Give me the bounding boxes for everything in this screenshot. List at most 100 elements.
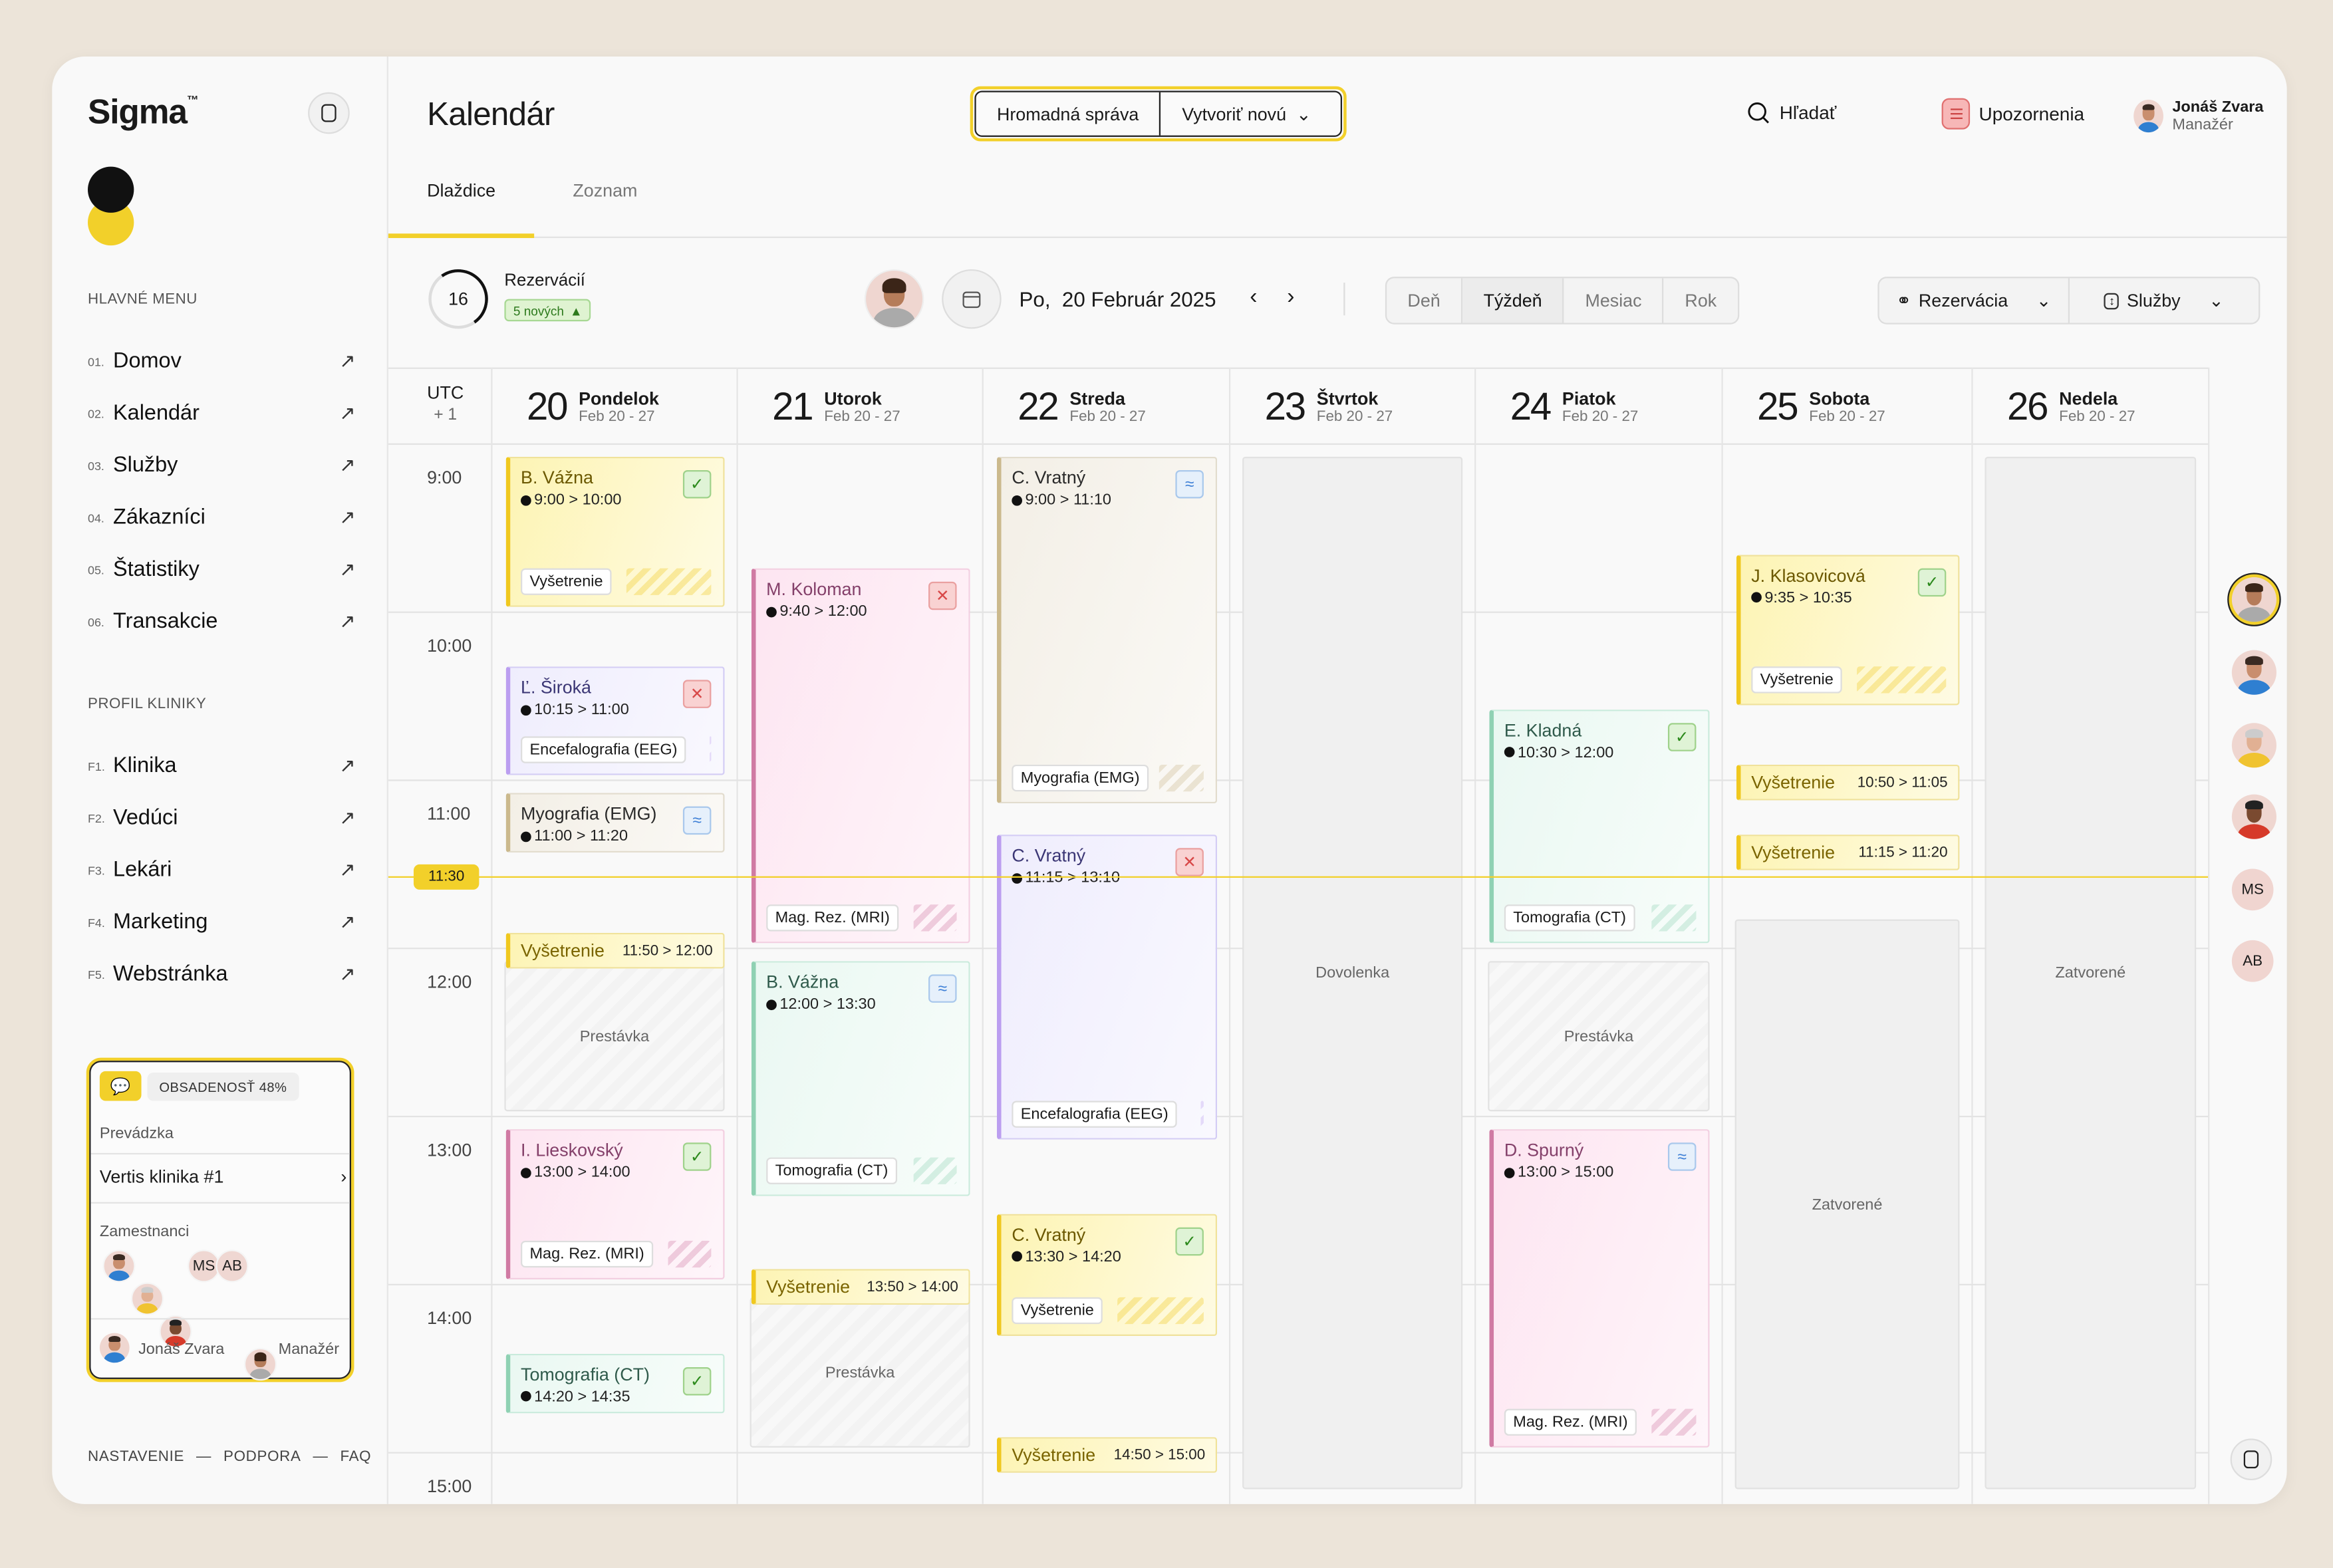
appointment-card[interactable]: Vyšetrenie 14:50 > 15:00: [996, 1437, 1218, 1474]
clock-icon: [521, 1167, 531, 1178]
staff-filter-avatar[interactable]: [2231, 577, 2276, 622]
appointment-card[interactable]: D. Spurný 13:00 > 15:00 ≈ Mag. Rez. (MRI): [1489, 1129, 1710, 1448]
staff-filter-avatar[interactable]: [2231, 650, 2276, 695]
status-cancelled-icon[interactable]: ✕: [1175, 848, 1204, 877]
view-day[interactable]: Deň: [1387, 278, 1463, 323]
day-header[interactable]: 22 Streda Feb 20 - 27: [1018, 368, 1146, 445]
status-pending-icon[interactable]: ≈: [928, 974, 957, 1003]
day-name: Utorok: [824, 387, 882, 409]
menu-item-webstránka[interactable]: F5. Webstránka ↗: [88, 958, 356, 991]
menu-item-vedúci[interactable]: F2. Vedúci ↗: [88, 802, 356, 835]
appointment-card[interactable]: B. Vážna 9:00 > 10:00 ✓ Vyšetrenie: [505, 456, 725, 607]
status-confirmed-icon[interactable]: ✓: [1667, 722, 1697, 751]
clock-icon: [1504, 1167, 1515, 1178]
create-new-button[interactable]: Vytvoriť novú ⌄: [1159, 92, 1332, 136]
menu-item-number: 03.: [87, 459, 104, 473]
appointment-card[interactable]: I. Lieskovský 13:00 > 14:00 ✓ Mag. Rez. (MR…: [505, 1129, 725, 1280]
appointment-card[interactable]: Vyšetrenie 10:50 > 11:05: [1736, 765, 1960, 801]
support-link[interactable]: PODPORA: [223, 1449, 301, 1466]
appointment-card[interactable]: Ľ. Široká 10:15 > 11:00 ✕ Encefalografia (E…: [505, 666, 725, 775]
hour-label: 13:00: [427, 1139, 472, 1161]
appointment-card[interactable]: M. Koloman 9:40 > 12:00 ✕ Mag. Rez. (MRI): [751, 569, 970, 944]
menu-item-klinika[interactable]: F1. Klinika ↗: [88, 750, 356, 783]
view-month[interactable]: Mesiac: [1564, 278, 1665, 323]
menu-item-služby[interactable]: 03. Služby ↗: [88, 450, 356, 482]
appointment-card[interactable]: B. Vážna 12:00 > 13:30 ≈ Tomografia (CT): [751, 961, 970, 1196]
menu-item-domov[interactable]: 01. Domov ↗: [88, 345, 356, 378]
staff-avatar-initials[interactable]: AB: [215, 1249, 249, 1283]
staff-filter-initials[interactable]: AB: [2231, 940, 2274, 982]
prev-week-button[interactable]: ‹: [1250, 284, 1258, 310]
location-select[interactable]: Vertis klinika #1 ›: [100, 1166, 346, 1187]
staff-avatar[interactable]: [102, 1249, 136, 1283]
day-header[interactable]: 24 Piatok Feb 20 - 27: [1510, 368, 1639, 445]
status-confirmed-icon[interactable]: ✓: [1917, 568, 1947, 596]
next-week-button[interactable]: ›: [1287, 284, 1295, 310]
service-tag: Mag. Rez. (MRI): [766, 904, 899, 932]
appointment-card[interactable]: C. Vratný 11:15 > 13:10 ✕ Encefalografia (E…: [996, 835, 1218, 1140]
status-pending-icon[interactable]: ≈: [1667, 1142, 1697, 1171]
menu-item-label: Marketing: [113, 910, 208, 934]
day-name: Streda: [1069, 387, 1125, 409]
appointment-card[interactable]: C. Vratný 9:00 > 11:10 ≈ Myografia (EMG): [996, 456, 1218, 803]
menu-item-štatistiky[interactable]: 05. Štatistiky ↗: [88, 553, 356, 586]
doctor-avatar[interactable]: [864, 269, 924, 329]
menu-item-zákazníci[interactable]: 04. Zákazníci ↗: [88, 501, 356, 534]
appointment-card[interactable]: Vyšetrenie 11:50 > 12:00: [505, 933, 725, 969]
status-cancelled-icon[interactable]: ✕: [682, 680, 712, 709]
menu-item-kalendár[interactable]: 02. Kalendár ↗: [88, 397, 356, 430]
appointment-card[interactable]: E. Kladná 10:30 > 12:00 ✓ Tomografia (CT): [1489, 709, 1710, 944]
staff-avatar[interactable]: [159, 1315, 192, 1348]
tab-list[interactable]: Zoznam: [573, 180, 638, 201]
chat-icon[interactable]: 💬: [99, 1071, 142, 1101]
services-filter-dropdown[interactable]: ↕ Služby ⌄: [2068, 278, 2259, 323]
view-week[interactable]: Týždeň: [1462, 278, 1565, 323]
menu-item-marketing[interactable]: F4. Marketing ↗: [88, 906, 356, 938]
staff-filter-avatar[interactable]: [2231, 723, 2276, 768]
day-header[interactable]: 20 Pondelok Feb 20 - 27: [527, 368, 659, 445]
day-header[interactable]: 26 Nedela Feb 20 - 27: [2007, 368, 2135, 445]
status-confirmed-icon[interactable]: ✓: [682, 1367, 712, 1395]
menu-item-lekári[interactable]: F3. Lekári ↗: [88, 854, 356, 886]
menu-item-number: F2.: [87, 811, 105, 825]
staff-filter-initials[interactable]: MS: [2231, 868, 2274, 911]
day-header[interactable]: 21 Utorok Feb 20 - 27: [772, 368, 900, 445]
status-confirmed-icon[interactable]: ✓: [682, 1142, 712, 1171]
date-picker-button[interactable]: [942, 269, 1002, 329]
appointment-card[interactable]: C. Vratný 13:30 > 14:20 ✓ Vyšetrenie: [996, 1213, 1218, 1336]
day-header[interactable]: 25 Sobota Feb 20 - 27: [1757, 368, 1885, 445]
search-button[interactable]: Hľadať: [1747, 101, 1836, 125]
appointment-card[interactable]: Myografia (EMG) 11:00 > 11:20 ≈: [505, 793, 725, 852]
staff-avatar[interactable]: [130, 1282, 164, 1315]
user-avatar: [2133, 99, 2163, 133]
status-pending-icon[interactable]: ≈: [1175, 469, 1204, 499]
bulk-message-button[interactable]: Hromadná správa: [996, 103, 1139, 124]
staff-avatar[interactable]: [243, 1347, 277, 1381]
current-time-line: [388, 875, 2209, 877]
status-confirmed-icon[interactable]: ✓: [1175, 1226, 1204, 1255]
reservation-filter-dropdown[interactable]: ⚭ Rezervácia ⌄: [1879, 278, 2068, 323]
faq-link[interactable]: FAQ: [340, 1449, 372, 1466]
notifications-button[interactable]: Upozornenia: [1941, 98, 2084, 130]
status-cancelled-icon[interactable]: ✕: [928, 582, 957, 611]
collapse-sidebar-button[interactable]: [308, 92, 350, 134]
appointment-card[interactable]: Tomografia (CT) 14:20 > 14:35 ✓: [505, 1353, 725, 1413]
brand-logo[interactable]: Sigma™: [88, 92, 199, 132]
settings-link[interactable]: NASTAVENIE: [87, 1449, 185, 1466]
appointment-card[interactable]: J. Klasovicová 9:35 > 10:35 ✓ Vyšetrenie: [1736, 555, 1960, 706]
status-pending-icon[interactable]: ≈: [682, 806, 712, 835]
user-menu[interactable]: Jonáš Zvara Manažér: [2133, 98, 2264, 134]
chevron-down-icon: ⌄: [2209, 290, 2224, 311]
clock-icon: [766, 606, 777, 618]
status-confirmed-icon[interactable]: ✓: [682, 469, 712, 499]
expand-panel-button[interactable]: [2230, 1438, 2272, 1481]
appointment-card[interactable]: Vyšetrenie 11:15 > 11:20: [1736, 835, 1960, 871]
day-header[interactable]: 23 Štvrtok Feb 20 - 27: [1265, 368, 1393, 445]
menu-item-number: 05.: [87, 563, 104, 577]
tab-tiles[interactable]: Dlaždice: [427, 180, 496, 201]
menu-item-transakcie[interactable]: 06. Transakcie ↗: [88, 606, 356, 638]
view-year[interactable]: Rok: [1685, 290, 1717, 311]
arrow-up-right-icon: ↗: [339, 505, 356, 529]
appointment-card[interactable]: Vyšetrenie 13:50 > 14:00: [751, 1269, 970, 1305]
staff-filter-avatar[interactable]: [2231, 794, 2276, 839]
